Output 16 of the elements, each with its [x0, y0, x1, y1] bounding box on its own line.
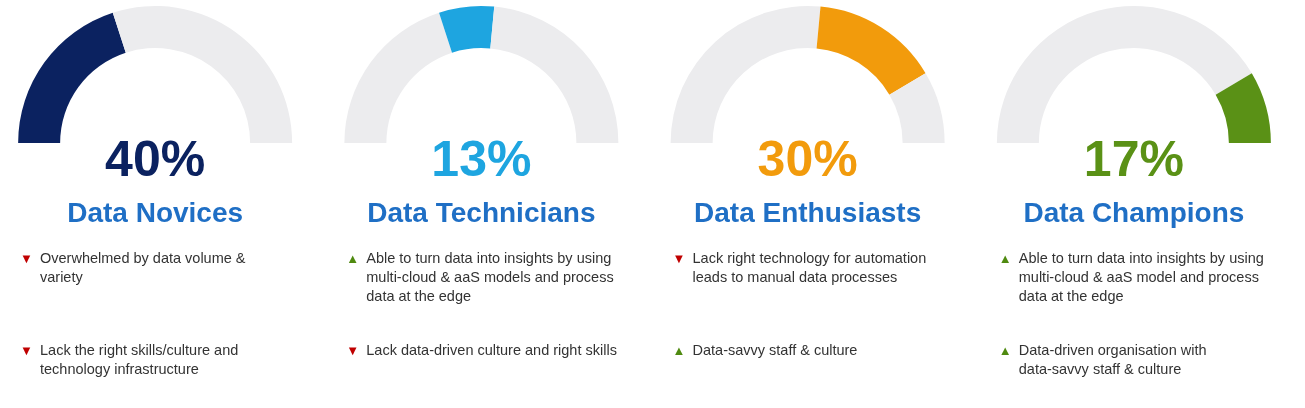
text: Data Champions [1023, 197, 1245, 228]
text: ▲ Able to turn data into insights by using multi-cloud & aaS model and process data at the edge [998, 250, 1264, 304]
text: 17% [1083, 131, 1184, 187]
text: Data Enthusiasts [694, 197, 922, 228]
text: Data Technicians [367, 197, 596, 228]
text: ▲ Able to turn data into insights by using multi-cloud & aaS models and process data at the edge [346, 250, 614, 304]
text: 40% [105, 131, 206, 187]
text: ▼ Lack the right skills/culture and technology infrastructure [20, 342, 239, 377]
text: 13% [431, 131, 532, 187]
text: ▲ Data-driven organisation with data-savvy staff & culture [998, 342, 1207, 377]
text: ▼ Lack data-driven culture and right skills [346, 342, 617, 358]
text: ▲ Data-savvy staff & culture [672, 342, 858, 358]
text: Data Novices [67, 197, 244, 228]
text: 30% [757, 131, 858, 187]
text: ▼ Overwhelmed by data volume & variety [20, 250, 246, 285]
text: ▼ Lack right technology for automation leads to manual data processes [672, 250, 927, 285]
